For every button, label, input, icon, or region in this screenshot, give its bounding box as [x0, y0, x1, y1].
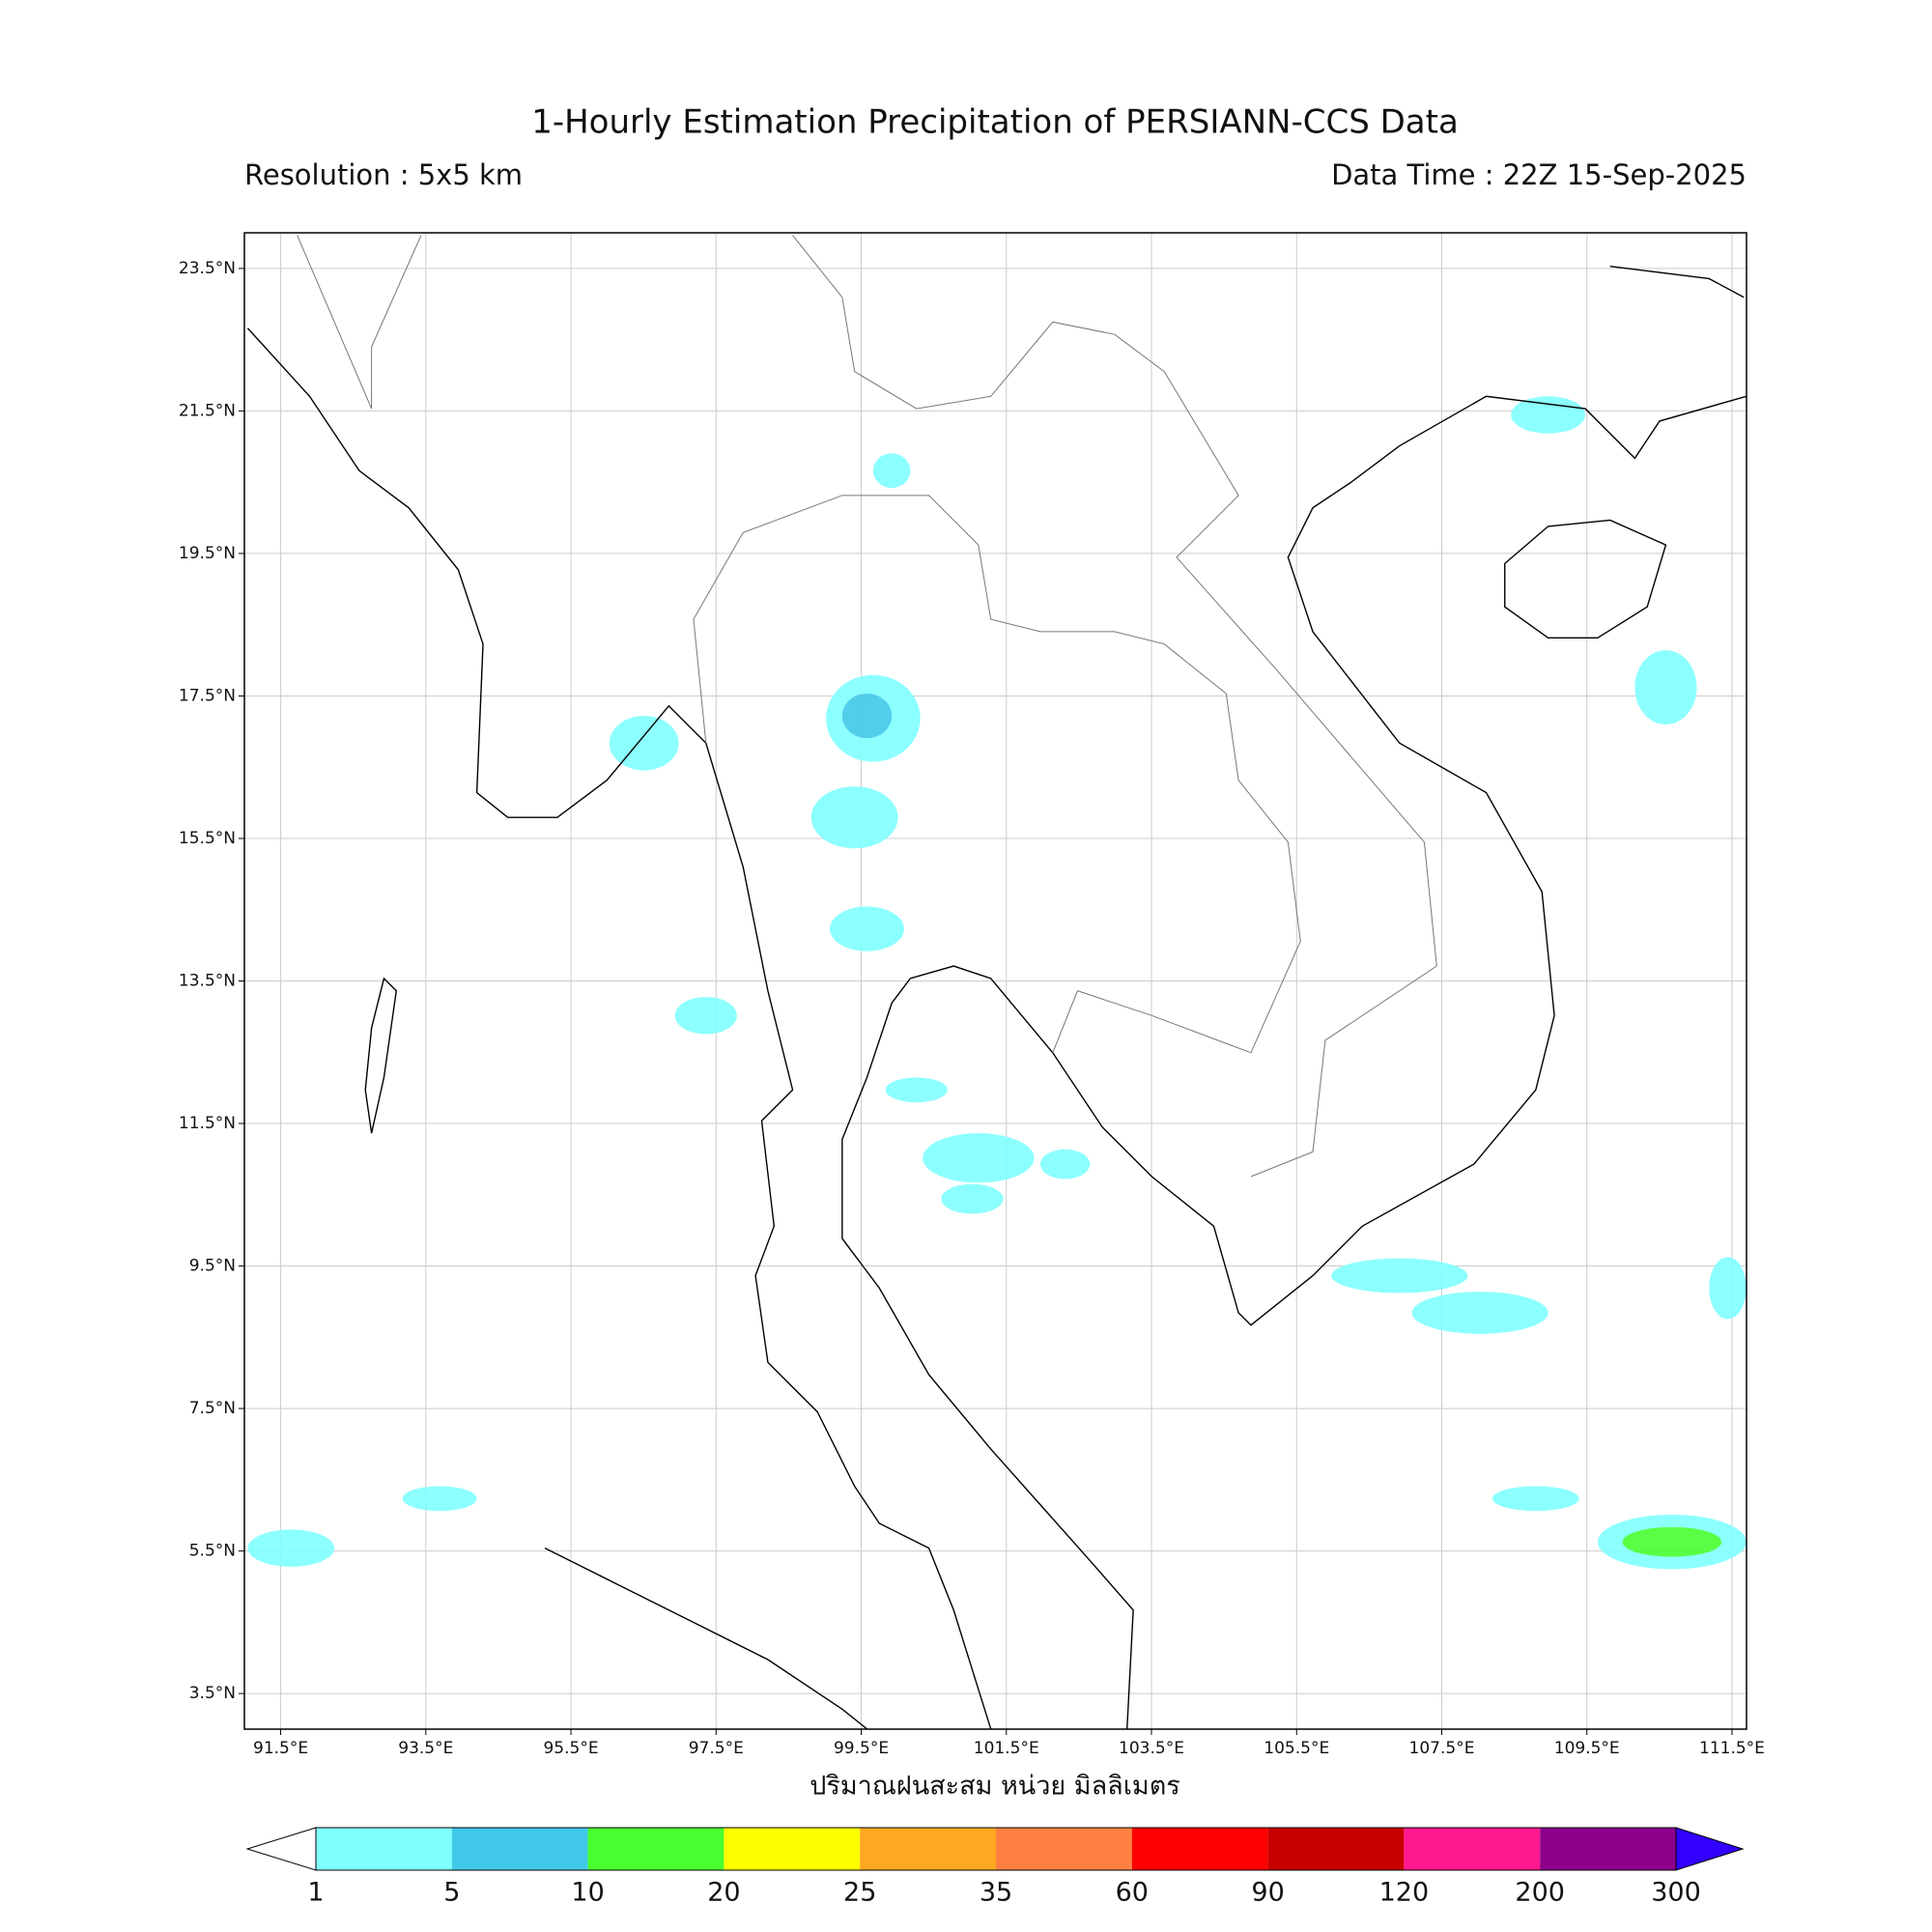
y-tick-label: 11.5°N	[179, 1114, 236, 1133]
colorbar-label: 35	[980, 1878, 1012, 1908]
x-tick-label: 97.5°E	[689, 1739, 744, 1758]
map-layer	[247, 236, 1746, 1729]
y-tick-label: 15.5°N	[179, 829, 236, 848]
colorbar-box	[451, 1828, 588, 1870]
colorbar-box	[1267, 1828, 1405, 1870]
x-tick-label: 109.5°E	[1554, 1739, 1620, 1758]
precip-area	[1039, 1149, 1091, 1179]
x-tick-label: 95.5°E	[543, 1739, 598, 1758]
coastline	[842, 396, 1747, 1729]
colorbar-box	[587, 1828, 724, 1870]
x-tick-label: 101.5°E	[974, 1739, 1039, 1758]
x-tick-label: 111.5°E	[1699, 1739, 1765, 1758]
precip-area	[247, 1529, 335, 1567]
x-tick-label: 105.5°E	[1264, 1739, 1329, 1758]
coastline	[1505, 520, 1666, 638]
x-tick-label: 99.5°E	[834, 1739, 889, 1758]
coastlines	[247, 236, 1746, 1729]
precip-area	[1411, 1292, 1548, 1334]
resolution: Resolution : 5x5 km	[244, 158, 523, 191]
y-tick-label: 17.5°N	[179, 686, 236, 705]
y-tick-label: 7.5°N	[189, 1399, 236, 1418]
y-tick-label: 21.5°N	[179, 401, 236, 420]
x-tick-label: 107.5°E	[1409, 1739, 1475, 1758]
x-tick-label: 103.5°E	[1119, 1739, 1184, 1758]
precip-area	[872, 453, 911, 489]
precip-area	[609, 716, 679, 771]
y-tick-label: 23.5°N	[179, 259, 236, 278]
y-tick-label: 9.5°N	[189, 1257, 236, 1276]
colorbar-label: 10	[571, 1878, 604, 1908]
colorbar-box	[1404, 1828, 1541, 1870]
y-tick-label: 3.5°N	[189, 1684, 236, 1703]
precip-area	[810, 786, 898, 849]
border	[694, 496, 1300, 1053]
coastline	[1610, 267, 1744, 298]
precip-areas	[247, 396, 1747, 1570]
precip-area	[1622, 1526, 1722, 1557]
colorbar-label: 300	[1651, 1878, 1701, 1908]
colorbar-box	[860, 1828, 996, 1870]
precip-area	[1511, 396, 1586, 434]
coastline	[247, 328, 990, 1729]
colorbar-label: 1	[307, 1878, 324, 1908]
precip-area	[923, 1133, 1035, 1183]
colorbar-box	[996, 1828, 1132, 1870]
colorbar-label: 60	[1116, 1878, 1149, 1908]
coastline	[365, 979, 396, 1133]
coastline	[545, 1548, 867, 1729]
colorbar-label: 25	[843, 1878, 876, 1908]
map-frame	[243, 232, 1747, 1730]
x-tick-label: 93.5°E	[398, 1739, 453, 1758]
precip-area	[1331, 1258, 1468, 1293]
precip-area	[1634, 650, 1697, 725]
x-tick-label: 91.5°E	[253, 1739, 308, 1758]
data-time: Data Time : 22Z 15-Sep-2025	[1331, 158, 1747, 191]
title: 1-Hourly Estimation Precipitation of PER…	[531, 103, 1459, 142]
colorbar-box	[1131, 1828, 1268, 1870]
x-axis-label: ปริมาณฝนสะสม หน่วย มิลลิเมตร	[810, 1772, 1180, 1802]
precip-area	[841, 693, 893, 739]
colorbar-label: 5	[443, 1878, 460, 1908]
precip-area	[941, 1183, 1004, 1214]
colorbar-label: 120	[1379, 1878, 1430, 1908]
y-tick-label: 13.5°N	[179, 972, 236, 991]
colorbar-label: 20	[707, 1878, 740, 1908]
colorbar-box	[724, 1828, 861, 1870]
grid: 91.5°E 93.5°E 95.5°E 97.5°E 99.5°E 101.5°E 103…	[179, 233, 1765, 1758]
precip-area	[830, 906, 904, 952]
colorbar-frame	[315, 1827, 1677, 1871]
precip-area	[1492, 1486, 1579, 1512]
precip-area	[1709, 1257, 1747, 1320]
colorbar-box	[316, 1828, 452, 1870]
colorbar: 1 5 10 20 25 35 60 90 120 200 300	[245, 1827, 1745, 1908]
colorbar-under	[245, 1827, 317, 1871]
colorbar-over	[1675, 1827, 1745, 1871]
y-tick-label: 5.5°N	[189, 1542, 236, 1561]
colorbar-label: 200	[1515, 1878, 1565, 1908]
border	[298, 236, 421, 409]
precip-area	[885, 1077, 948, 1103]
precip-area	[674, 997, 737, 1035]
colorbar-label: 90	[1251, 1878, 1284, 1908]
colorbar-box	[1540, 1828, 1676, 1870]
y-tick-label: 19.5°N	[179, 544, 236, 563]
border	[793, 236, 1437, 1177]
precip-area	[402, 1486, 477, 1512]
